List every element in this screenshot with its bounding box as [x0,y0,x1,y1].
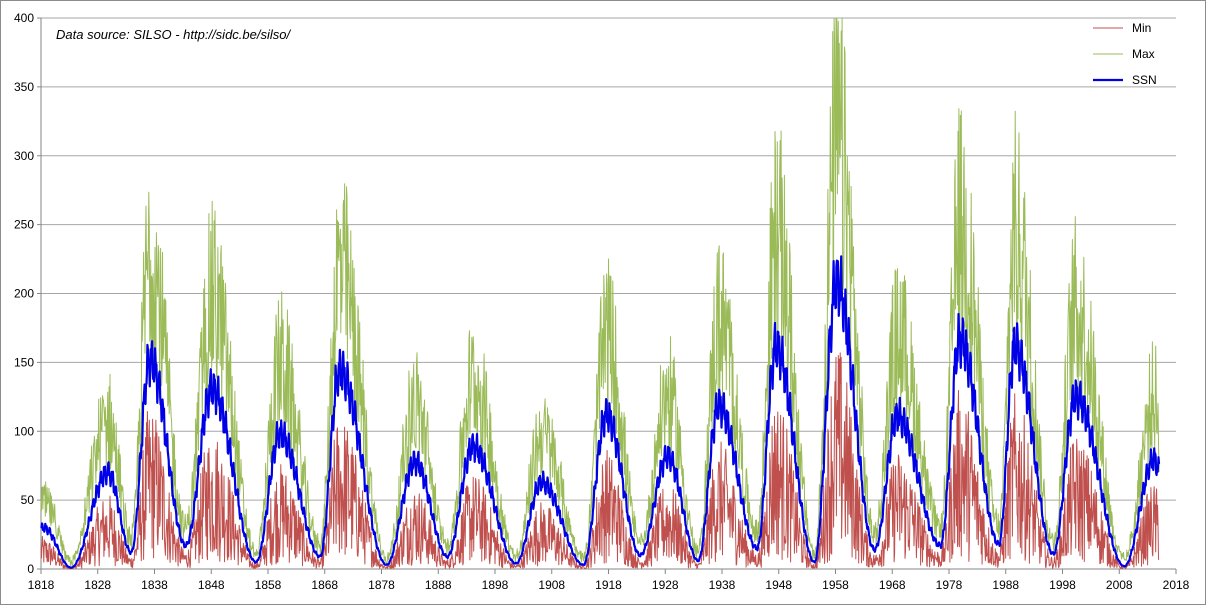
y-tick-label: 0 [27,562,34,576]
series-line-ssn [40,255,1161,569]
x-tick-label: 2008 [1106,578,1133,592]
x-tick-label: 1858 [255,578,282,592]
y-tick-label: 400 [14,11,34,25]
x-tick-label: 1838 [141,578,168,592]
x-tick-label: 1888 [425,578,452,592]
x-tick-label: 1848 [198,578,225,592]
x-tick-label: 1818 [28,578,55,592]
series-lines [40,17,1161,570]
legend-label-min: Min [1132,21,1151,35]
x-tick-label: 1938 [709,578,736,592]
x-tick-label: 1928 [652,578,679,592]
y-tick-label: 300 [14,149,34,163]
x-tick-label: 1978 [936,578,963,592]
legend-label-ssn: SSN [1132,73,1157,87]
series-line-min [40,352,1160,570]
x-tick-label: 1988 [992,578,1019,592]
y-tick-label: 150 [14,355,34,369]
x-tick-label: 1968 [879,578,906,592]
y-tick-label: 50 [21,493,35,507]
y-tick-label: 200 [14,287,34,301]
series-line-max [40,17,1160,567]
x-tick-label: 1878 [368,578,395,592]
x-tick-label: 1828 [84,578,111,592]
x-tick-label: 2018 [1163,578,1190,592]
legend-label-max: Max [1132,47,1155,61]
x-tick-label: 1958 [822,578,849,592]
legend: Min Max SSN [1093,21,1157,87]
y-tick-label: 100 [14,424,34,438]
x-tick-label: 1868 [311,578,338,592]
y-tick-label: 350 [14,80,34,94]
data-source-annotation: Data source: SILSO - http://sidc.be/sils… [56,27,291,42]
x-tick-label: 1998 [1049,578,1076,592]
x-tick-label: 1918 [595,578,622,592]
y-tick-label: 250 [14,218,34,232]
x-tick-label: 1948 [765,578,792,592]
axes: 0 50 100 150 200 250 300 350 400 1818 1828 1838 1848… [14,11,1190,592]
x-tick-label: 1908 [538,578,565,592]
x-tick-label: 1898 [482,578,509,592]
